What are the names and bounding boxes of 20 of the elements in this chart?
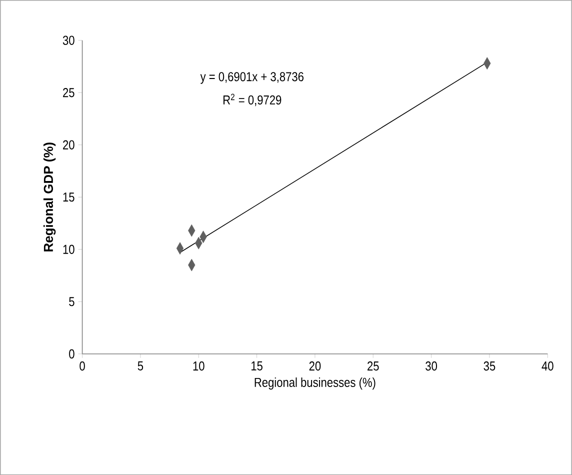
x-tick-label: 10 xyxy=(193,361,204,371)
y-tick-label: 30 xyxy=(62,36,74,45)
y-tick-label: 0 xyxy=(69,349,74,358)
x-tick-label: 25 xyxy=(368,361,379,371)
x-tick-label: 30 xyxy=(426,361,438,371)
annotation: R$^{2}$ = 0,9729 xyxy=(224,94,282,106)
x-axis-title: Regional businesses (%) xyxy=(254,377,376,390)
x-tick-label: 35 xyxy=(484,361,496,371)
y-tick-label: 25 xyxy=(63,88,74,98)
y-axis-title: Regional GDP (%) xyxy=(43,142,56,252)
y-tick-label: 20 xyxy=(63,140,74,150)
x-tick-label: 5 xyxy=(138,361,144,370)
y-tick-label: 10 xyxy=(63,244,74,254)
y-tick-label: 15 xyxy=(63,192,74,202)
y-tick-label: 5 xyxy=(69,297,74,306)
x-tick-label: 0 xyxy=(80,361,85,371)
annotation: y = 0,6901x + 3,8736 xyxy=(200,72,304,84)
x-tick-label: 40 xyxy=(542,361,554,371)
x-tick-label: 20 xyxy=(309,361,321,371)
x-tick-label: 15 xyxy=(252,361,262,370)
